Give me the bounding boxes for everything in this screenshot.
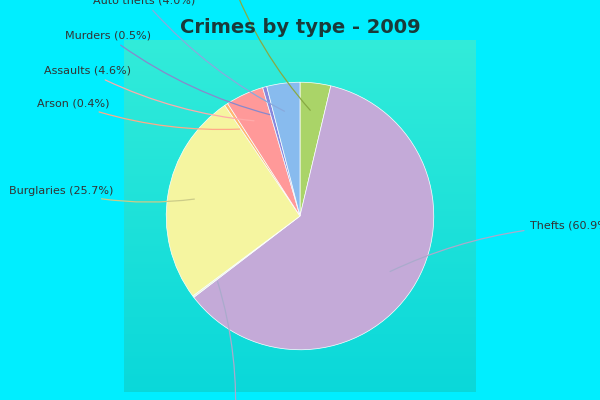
Wedge shape: [194, 86, 434, 350]
Wedge shape: [300, 82, 331, 216]
Text: Robberies (3.7%): Robberies (3.7%): [179, 0, 310, 110]
Wedge shape: [227, 88, 300, 216]
Wedge shape: [166, 105, 300, 296]
Text: Thefts (60.9%): Thefts (60.9%): [390, 221, 600, 272]
Wedge shape: [267, 82, 300, 216]
Text: Rapes (0.2%): Rapes (0.2%): [197, 282, 271, 400]
Text: Assaults (4.6%): Assaults (4.6%): [44, 66, 254, 121]
Text: Murders (0.5%): Murders (0.5%): [65, 31, 270, 115]
Wedge shape: [193, 216, 300, 297]
Text: Burglaries (25.7%): Burglaries (25.7%): [8, 186, 194, 202]
Wedge shape: [225, 104, 300, 216]
Text: Crimes by type - 2009: Crimes by type - 2009: [179, 18, 421, 37]
Wedge shape: [263, 86, 300, 216]
Text: Arson (0.4%): Arson (0.4%): [37, 98, 239, 130]
Text: Auto thefts (4.0%): Auto thefts (4.0%): [93, 0, 284, 111]
